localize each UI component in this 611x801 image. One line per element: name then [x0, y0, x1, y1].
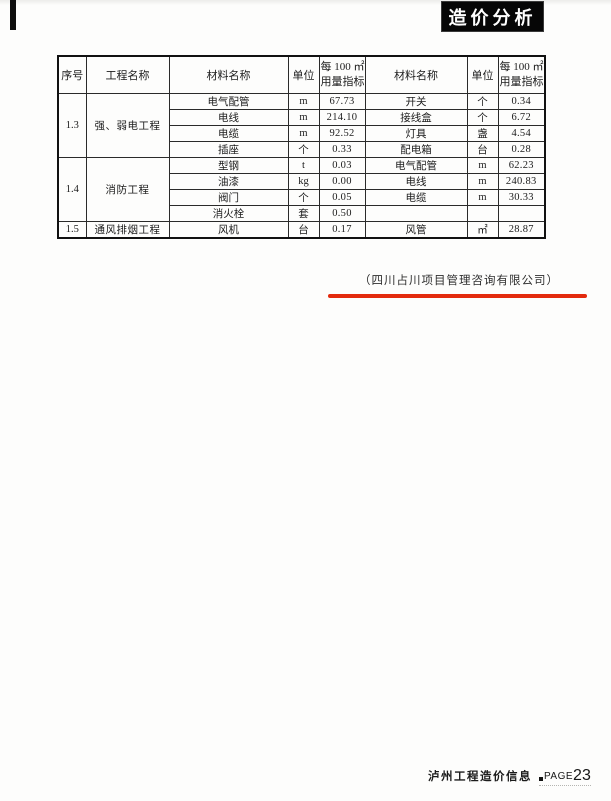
quota-cell: 0.50: [318, 205, 366, 222]
material-cell: 阀门: [168, 189, 289, 206]
quota-cell: 240.83: [497, 173, 546, 190]
unit-cell: m: [466, 173, 499, 190]
material-cell: 电线: [364, 173, 468, 190]
header-quota-2: 每 100 ㎡ 用量指标: [497, 55, 546, 94]
header-unit-2: 单位: [466, 55, 499, 94]
quota-cell: 6.72: [497, 109, 546, 126]
unit-cell: 盏: [466, 125, 499, 142]
material-cell: 油漆: [168, 173, 289, 190]
header-unit: 单位: [287, 55, 320, 94]
section-name: 消防工程: [85, 157, 170, 222]
table-row: 消火栓 套 0.50: [58, 205, 546, 222]
section-no: 1.4: [57, 157, 87, 222]
material-cell: 电气配管: [168, 93, 289, 110]
header-quota2-line1: 每 100 ㎡: [499, 61, 544, 74]
material-cell: 灯具: [364, 125, 468, 142]
table-row: 1.5 通风排烟工程 风机 台 0.17 风管 ㎡ 28.87: [57, 221, 546, 239]
unit-cell: m: [287, 93, 320, 110]
header-quota-line2: 用量指标: [320, 76, 365, 88]
quota-cell: 0.34: [497, 93, 546, 110]
unit-cell: m: [287, 109, 320, 126]
unit-cell: ㎡: [466, 221, 499, 239]
quota-cell: [497, 205, 546, 222]
section-name: 通风排烟工程: [85, 221, 170, 239]
material-cell: 开关: [364, 93, 468, 110]
quota-cell: 28.87: [497, 221, 546, 239]
material-cell: 型钢: [168, 157, 289, 174]
page-number: 23: [573, 767, 591, 784]
quota-cell: 0.17: [318, 221, 366, 239]
quota-cell: 92.52: [318, 125, 366, 142]
section-banner: 造价分析: [442, 2, 543, 31]
header-no: 序号: [57, 55, 87, 94]
table-header-row: 序号 工程名称 材料名称 单位 每 100 ㎡ 用量指标 材料名称 单位 每 1…: [57, 55, 546, 94]
material-cell: 电气配管: [364, 157, 468, 174]
quota-cell: 0.28: [497, 141, 546, 158]
cost-analysis-table: 序号 工程名称 材料名称 单位 每 100 ㎡ 用量指标 材料名称 单位 每 1…: [57, 55, 546, 239]
header-material-name-2: 材料名称: [364, 55, 468, 94]
page-footer: 泸州工程造价信息 PAGE 23: [428, 768, 591, 786]
company-attribution: （四川占川项目管理咨询有限公司）: [359, 275, 559, 287]
unit-cell: 个: [466, 109, 499, 126]
material-cell: 插座: [168, 141, 289, 158]
unit-cell: [466, 205, 499, 222]
material-cell: 电缆: [168, 125, 289, 142]
square-bullet-icon: [539, 777, 543, 781]
table-row: 插座 个 0.33 配电箱 台 0.28: [58, 141, 546, 158]
section-no: 1.3: [57, 93, 87, 158]
section-no: 1.5: [57, 221, 87, 239]
header-project-name: 工程名称: [85, 55, 170, 94]
journal-name: 泸州工程造价信息: [428, 771, 532, 783]
material-cell: 风管: [364, 221, 468, 239]
banner-title: 造价分析: [448, 7, 537, 28]
header-quota: 每 100 ㎡ 用量指标: [318, 55, 366, 94]
quota-cell: 0.33: [318, 141, 366, 158]
table-row: 1.4 消防工程 型钢 t 0.03 电气配管 m 62.23: [57, 157, 546, 222]
binding-mark: [10, 0, 16, 30]
red-divider-line: [328, 294, 587, 298]
table-row: 1.3 强、弱电工程 电气配管 m 67.73 开关 个 0.34: [57, 93, 546, 158]
scan-edge-artifact: [0, 0, 611, 5]
unit-cell: 个: [287, 189, 320, 206]
unit-cell: kg: [287, 173, 320, 190]
header-quota2-line2: 用量指标: [499, 76, 544, 88]
page-label: PAGE: [544, 771, 574, 782]
material-cell: 风机: [168, 221, 289, 239]
quota-cell: 0.00: [318, 173, 366, 190]
material-cell: 配电箱: [364, 141, 468, 158]
quota-cell: 62.23: [497, 157, 546, 174]
material-cell: 消火栓: [168, 205, 289, 222]
material-cell: 接线盒: [364, 109, 468, 126]
quota-cell: 4.54: [497, 125, 546, 142]
unit-cell: t: [287, 157, 320, 174]
quota-cell: 30.33: [497, 189, 546, 206]
quota-cell: 214.10: [318, 109, 366, 126]
material-cell: 电线: [168, 109, 289, 126]
unit-cell: 个: [466, 93, 499, 110]
header-material-name: 材料名称: [168, 55, 289, 94]
section-name: 强、弱电工程: [85, 93, 170, 158]
header-quota-line1: 每 100 ㎡: [320, 61, 365, 74]
quota-cell: 0.03: [318, 157, 366, 174]
page-indicator: PAGE 23: [539, 768, 591, 786]
unit-cell: m: [466, 157, 499, 174]
quota-cell: 67.73: [318, 93, 366, 110]
material-cell: 电缆: [364, 189, 468, 206]
unit-cell: 台: [287, 221, 320, 239]
unit-cell: 套: [287, 205, 320, 222]
quota-cell: 0.05: [318, 189, 366, 206]
unit-cell: m: [466, 189, 499, 206]
unit-cell: 台: [466, 141, 499, 158]
table-row: 阀门 个 0.05 电缆 m 30.33: [58, 189, 546, 206]
unit-cell: m: [287, 125, 320, 142]
material-cell: [364, 205, 468, 222]
unit-cell: 个: [287, 141, 320, 158]
